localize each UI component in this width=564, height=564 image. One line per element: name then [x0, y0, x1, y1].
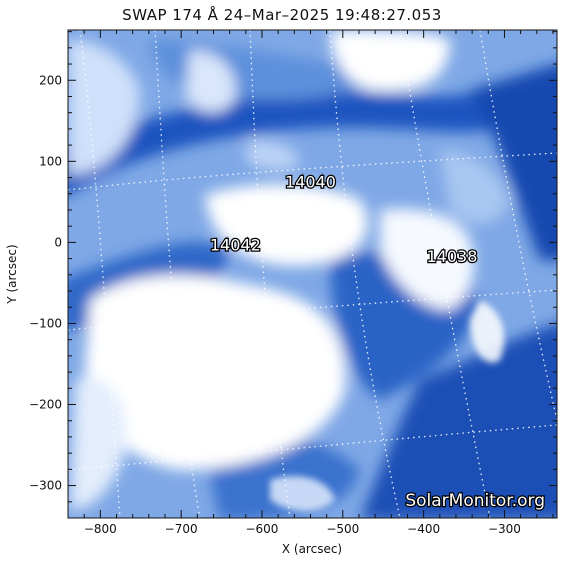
y-tick-label: −300 — [29, 479, 62, 493]
active-region-label: 14042 — [210, 235, 261, 254]
watermark: SolarMonitor.org — [405, 491, 545, 511]
y-tick-label: 200 — [39, 73, 62, 87]
plot-frame — [67, 29, 558, 519]
x-tick-label: −400 — [407, 522, 440, 536]
x-tick-label: −600 — [245, 522, 278, 536]
x-tick-label: −500 — [326, 522, 359, 536]
page-title: SWAP 174 Å 24–Mar–2025 19:48:27.053 — [122, 6, 442, 24]
y-tick-label: 100 — [39, 154, 62, 168]
y-tick-label: −100 — [29, 316, 62, 330]
solar-image — [68, 30, 557, 518]
x-tick-label: −700 — [165, 522, 198, 536]
x-axis-title: X (arcsec) — [282, 542, 342, 556]
active-region-label: 14040 — [285, 172, 336, 191]
y-tick-label: −200 — [29, 398, 62, 412]
x-tick-label: −800 — [84, 522, 117, 536]
y-tick-label: 0 — [54, 235, 62, 249]
y-axis-title: Y (arcsec) — [5, 244, 19, 304]
active-region-label: 14038 — [426, 247, 477, 266]
x-tick-label: −300 — [488, 522, 521, 536]
